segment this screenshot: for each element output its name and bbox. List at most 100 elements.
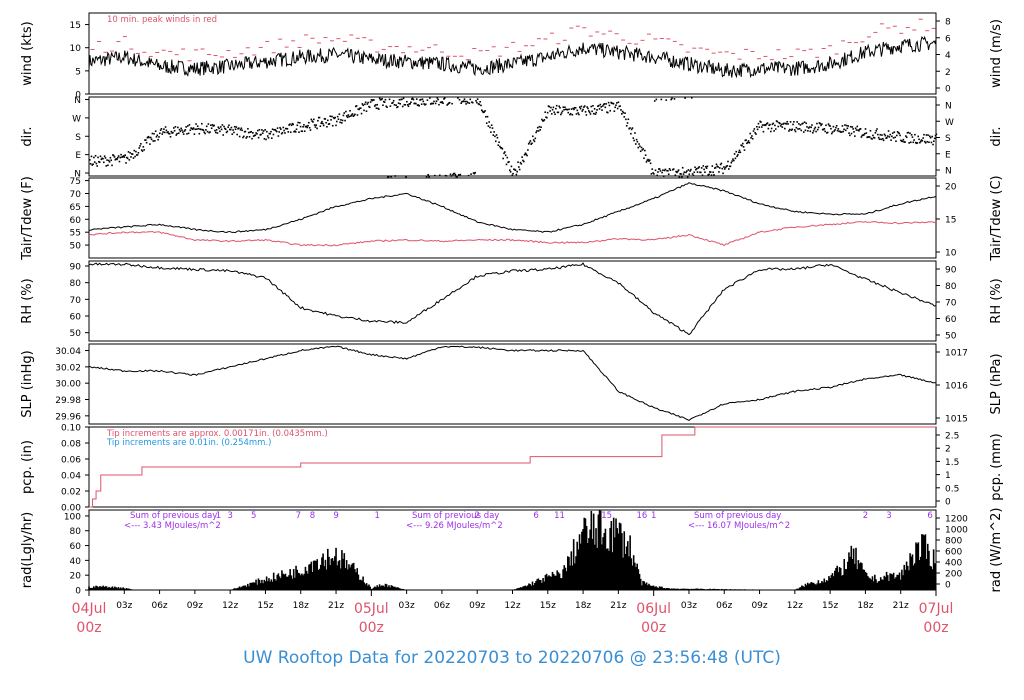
dir-point [493, 131, 495, 133]
dir-point [708, 173, 710, 176]
dir-point [284, 132, 286, 134]
dir-point [519, 161, 522, 164]
dir-point [675, 170, 677, 173]
dir-point [391, 102, 393, 104]
dir-point [392, 101, 394, 104]
dir-point [623, 116, 626, 118]
dir-point [733, 153, 736, 155]
dir-point [512, 172, 514, 175]
dir-point [419, 99, 421, 101]
dir-point [359, 107, 362, 109]
dir-point [657, 171, 659, 173]
y2tick-label-pressure: 1015 [945, 415, 968, 425]
dir-point [580, 105, 583, 108]
dir-point [151, 132, 154, 135]
dir-point [806, 126, 808, 128]
dir-point [742, 146, 745, 148]
dir-point [632, 137, 635, 139]
dir-point [189, 129, 192, 132]
dir-point [478, 103, 481, 106]
dir-point [700, 167, 703, 169]
dir-point [574, 107, 577, 109]
dir-point [482, 111, 485, 114]
footer-title: UW Rooftop Data for 20220703 to 20220706… [243, 648, 781, 668]
dir-point [590, 105, 593, 108]
ytick-label-pressure: 30.02 [55, 363, 81, 373]
dir-point [792, 123, 794, 126]
dir-point [863, 134, 865, 136]
dir-point [674, 174, 677, 176]
dir-point [628, 127, 630, 130]
time-tick-label: 03z [116, 601, 132, 611]
dir-point [849, 134, 851, 137]
dir-point [935, 133, 938, 136]
dir-point [908, 142, 910, 144]
time-tick-label: 12z [787, 601, 803, 611]
dir-point [518, 166, 520, 168]
dir-point [770, 127, 773, 130]
dir-point [810, 126, 812, 129]
dir-point [865, 132, 868, 134]
dir-point [525, 153, 528, 156]
dir-point [822, 128, 825, 131]
dir-point [275, 129, 277, 132]
dir-point [253, 134, 256, 137]
time-tick-label: 12z [504, 601, 520, 611]
ytick-label-precipitation: 0.06 [61, 456, 81, 466]
dir-point [763, 124, 766, 126]
dir-point [715, 163, 718, 166]
dir-point [905, 135, 907, 137]
dir-point [667, 170, 669, 172]
dir-point [281, 131, 284, 134]
dir-point [824, 130, 826, 133]
dir-point [214, 131, 217, 134]
dir-point [144, 139, 147, 141]
y2tick-label-rh: 70 [945, 299, 957, 309]
dir-point [728, 165, 731, 168]
dir-point [791, 128, 794, 131]
dir-point [779, 125, 782, 127]
dir-point [781, 126, 784, 128]
dir-point [597, 105, 599, 108]
dir-point [511, 174, 514, 177]
y2tick-label-temperature: 20 [945, 183, 957, 193]
dir-point [816, 122, 818, 125]
dir-point [326, 125, 328, 128]
dir-point [554, 113, 556, 116]
dir-point [320, 122, 322, 125]
dir-point [639, 145, 641, 148]
dir-point [531, 142, 533, 145]
rad-marker-label: 3 [886, 511, 891, 521]
dir-point [668, 167, 671, 170]
dir-point [219, 126, 222, 128]
day-summary-title: Sum of previous day [412, 511, 499, 521]
dir-point [828, 124, 831, 127]
dir-point [255, 132, 257, 134]
dir-point [374, 104, 377, 106]
dir-point [326, 119, 329, 122]
dir-point [302, 126, 304, 128]
dir-point [864, 128, 867, 130]
dir-point [844, 124, 846, 126]
time-tick-label: 18z [857, 601, 873, 611]
dir-point [903, 141, 906, 143]
dir-point [271, 128, 274, 131]
panel-frame-direction [88, 96, 937, 177]
dir-point [415, 98, 418, 100]
dir-point [267, 136, 270, 139]
dir-point [518, 168, 521, 171]
dir-point [572, 107, 574, 110]
dir-point [396, 105, 399, 108]
dir-point [665, 99, 668, 101]
time-tick-label: 15z [822, 601, 838, 611]
dir-point [329, 115, 332, 118]
dir-point [801, 123, 803, 125]
dir-point [775, 120, 778, 122]
dir-point [277, 135, 280, 137]
dir-point [328, 123, 331, 125]
dir-point [102, 157, 104, 160]
dir-point [457, 97, 459, 99]
dir-point [847, 125, 850, 127]
dir-point [600, 106, 602, 108]
dir-point [578, 106, 581, 108]
